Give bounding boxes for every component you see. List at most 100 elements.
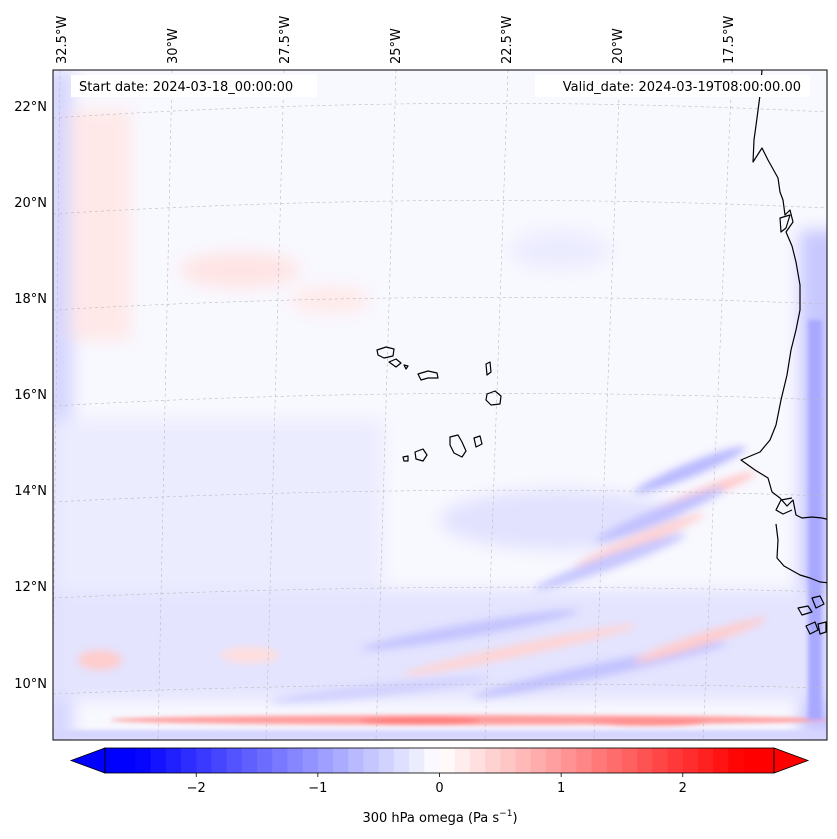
northern-descent-patch (180, 252, 300, 288)
colorbar-tick-label: 2 (679, 781, 687, 796)
southern-wave-ascent-1 (361, 609, 579, 651)
northwest-descent-patch (70, 110, 130, 340)
lon-line-30w (157, 70, 173, 740)
colorbar-segment (211, 748, 228, 773)
lon-line-20w (593, 70, 621, 740)
colorbar-segment (439, 748, 456, 773)
colorbar-segment (485, 748, 501, 773)
valid-date-box (535, 75, 810, 97)
lat-label-14n: 14°N (14, 484, 47, 499)
colorbar-segment (363, 748, 380, 773)
colorbar-segment (530, 748, 547, 773)
cape-verde-boa-vista (485, 390, 502, 406)
lon-line-22-5w (484, 70, 509, 740)
gambia-river-coast (775, 497, 793, 515)
colorbar-segment (287, 748, 304, 773)
west-africa-coastline (740, 70, 827, 520)
lon-label-32-5w: 32.5°W (55, 16, 70, 64)
coastal-wave-ascent-3 (534, 533, 686, 591)
colorbar-segment (743, 748, 760, 773)
colorbar: −2 −1 0 1 2 300 hPa omega (Pa s−1) (69, 747, 810, 826)
colorbar-segment (515, 748, 532, 773)
lon-label-30w: 30°W (166, 28, 181, 64)
colorbar-segment (545, 748, 562, 773)
colorbar-segment (697, 748, 714, 773)
colorbar-segment (105, 748, 121, 773)
colorbar-segment (226, 748, 243, 773)
colorbar-tick-label: 0 (435, 781, 443, 796)
lon-label-27-5w: 27.5°W (278, 16, 293, 64)
lon-line-25w (375, 70, 397, 740)
lat-line-10n (53, 683, 827, 695)
cape-verde-santo-antao (376, 346, 395, 359)
colorbar-tick-label: 1 (557, 781, 565, 796)
colorbar-label: 300 hPa omega (Pa s−1) (362, 809, 517, 826)
coastal-wave-ascent-1 (634, 446, 746, 494)
cape-verde-brava (402, 455, 409, 462)
colorbar-segment (348, 748, 365, 773)
southern-descent-jet-core-2 (590, 718, 710, 726)
colorbar-segment (682, 748, 699, 773)
southern-descent-jet-core (360, 717, 480, 725)
lat-label-16n: 16°N (14, 388, 47, 403)
south-descent-blob (220, 647, 280, 663)
colorbar-segment (302, 748, 319, 773)
cape-verde-sao-nicolau (417, 370, 439, 381)
lon-label-17-5w: 17.5°W (722, 16, 737, 64)
colorbar-segment (652, 748, 669, 773)
lon-line-17-5w (702, 70, 733, 740)
valid-date-label: Valid_date: 2024-03-19T08:00:00.00 (563, 80, 801, 95)
lon-label-20w: 20°W (611, 28, 626, 64)
guinea-bissau-coast (775, 523, 827, 584)
southwest-descent-blob (78, 650, 122, 670)
colorbar-segment (135, 748, 152, 773)
lat-line-12n (53, 586, 827, 599)
lon-label-25w: 25°W (389, 28, 404, 64)
bijagos-islands (797, 595, 827, 635)
cape-verde-fogo (414, 448, 428, 462)
lon-line-27-5w (265, 70, 285, 740)
graticule (53, 70, 827, 740)
colorbar-segment (591, 748, 608, 773)
colorbar-label-close: ) (512, 811, 517, 826)
colorbar-extend-max-arrow (773, 747, 810, 774)
lat-line-14n (53, 489, 827, 503)
colorbar-segment (317, 748, 334, 773)
lat-label-22n: 22°N (14, 100, 47, 115)
southern-wave-descent-2 (633, 617, 767, 663)
lat-line-16n (53, 392, 827, 407)
mauritania-inlet (779, 214, 791, 233)
colorbar-segment (758, 748, 775, 773)
southern-wave-ascent-3 (270, 677, 490, 703)
cape-verde-maio (473, 435, 483, 448)
colorbar-segment (576, 748, 593, 773)
colorbar-segment (165, 748, 182, 773)
cape-verde-sal (485, 361, 492, 376)
coastlines (376, 70, 827, 635)
lat-label-20n: 20°N (14, 196, 47, 211)
colorbar-segment (241, 748, 258, 773)
east-edge-ascent-core (808, 320, 822, 720)
start-date-label: Start date: 2024-03-18_00:00:00 (79, 80, 293, 95)
colorbar-tick-label: −2 (187, 781, 206, 796)
colorbar-segment (333, 748, 349, 773)
colorbar-segment (272, 748, 289, 773)
southwest-ascent-zone (53, 420, 383, 590)
colorbar-segment (606, 748, 623, 773)
lat-line-18n (53, 296, 827, 311)
lat-line-20n (53, 199, 827, 215)
colorbar-segment (500, 748, 517, 773)
colorbar-segment (621, 748, 638, 773)
omega-field (53, 70, 827, 740)
colorbar-segment (667, 748, 684, 773)
cape-verde-santa-luzia (403, 364, 409, 370)
southern-wave-descent-1 (402, 624, 638, 676)
colorbar-segment (713, 748, 729, 773)
colorbar-segment (728, 748, 745, 773)
colorbar-ticks: −2 −1 0 1 2 (187, 773, 687, 796)
colorbar-segment (150, 748, 167, 773)
lat-label-12n: 12°N (14, 580, 47, 595)
colorbar-segment (181, 748, 197, 773)
colorbar-segment (454, 748, 471, 773)
coastal-wave-ascent-2 (595, 487, 725, 543)
